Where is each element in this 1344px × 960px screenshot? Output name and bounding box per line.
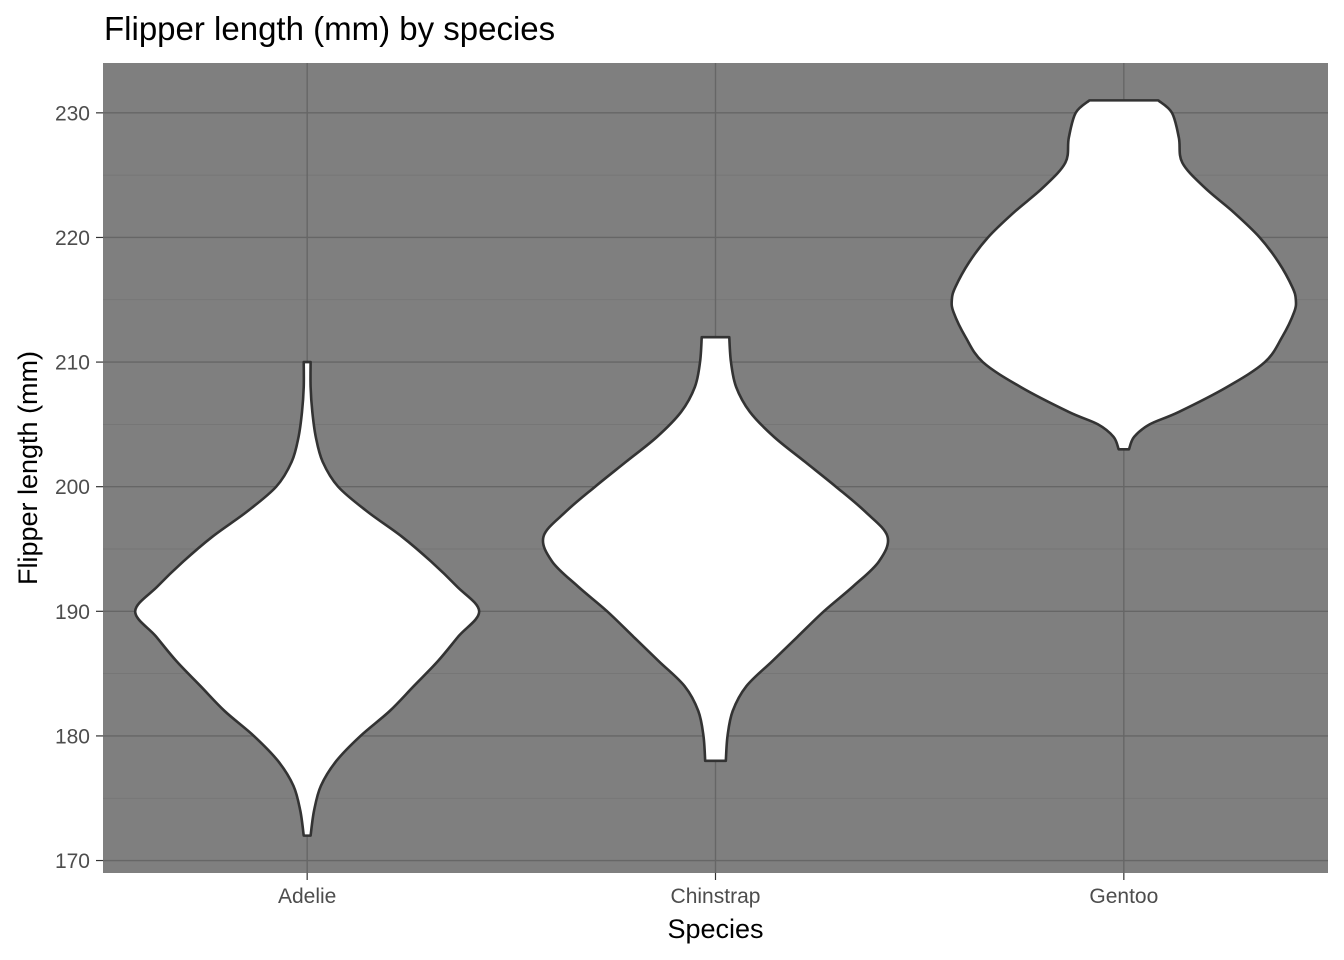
violins [133,99,1298,837]
violin-chinstrap [541,335,890,763]
y-tick-label: 220 [55,227,90,250]
violin-gentoo [950,99,1298,451]
x-tick-label-adelie: Adelie [278,885,336,908]
x-axis-ticks: Adelie Chinstrap Gentoo [278,873,1158,908]
violin-adelie [133,360,481,837]
x-axis-title: Species [667,914,763,944]
y-tick-label: 200 [55,476,90,499]
y-tick-label: 230 [55,102,90,125]
y-tick-label: 180 [55,725,90,748]
y-axis-title: Flipper length (mm) [13,351,43,585]
x-tick-label-gentoo: Gentoo [1089,885,1158,908]
y-tick-label: 190 [55,601,90,624]
y-tick-label: 170 [55,850,90,873]
y-axis-ticks: 170 180 190 200 210 220 230 [55,102,103,873]
chart-title: Flipper length (mm) by species [104,10,555,47]
y-tick-label: 210 [55,352,90,375]
x-tick-label-chinstrap: Chinstrap [671,885,761,908]
